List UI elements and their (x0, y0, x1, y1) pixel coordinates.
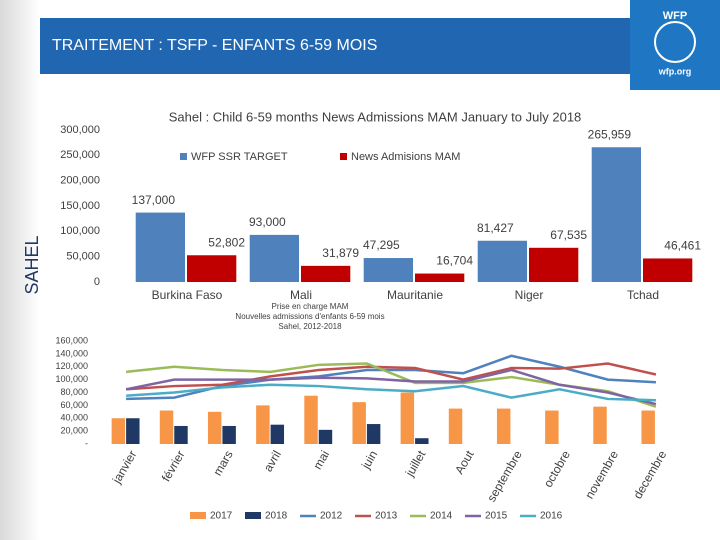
bar (126, 418, 140, 444)
bar (256, 405, 270, 444)
bar (301, 265, 351, 282)
legend-label: WFP SSR TARGET (191, 151, 288, 163)
y-tick-label: 150,000 (60, 200, 100, 212)
y-tick-label: 300,000 (60, 124, 100, 136)
data-label: 52,802 (208, 235, 245, 249)
bar (643, 258, 693, 282)
legend-label: 2015 (485, 511, 508, 522)
y-tick-label: 250,000 (60, 149, 100, 161)
x-tick-label: Niger (515, 288, 544, 302)
bar (174, 425, 188, 444)
legend-swatch (340, 153, 347, 160)
bar (207, 411, 222, 444)
legend-label: News Admisions MAM (351, 151, 460, 163)
legend-label: 2013 (375, 511, 398, 522)
logo-emblem (654, 21, 696, 63)
legend-swatch (180, 153, 187, 160)
x-tick-label: Tchad (627, 288, 659, 302)
legend-swatch (245, 512, 261, 519)
line (125, 383, 656, 402)
bar (400, 392, 415, 444)
bar (187, 255, 237, 282)
legend-swatch (190, 512, 206, 519)
line (125, 362, 657, 391)
y-tick-label: - (85, 438, 88, 448)
bar (545, 410, 559, 444)
bar (591, 147, 641, 282)
logo-url: wfp.org (658, 66, 692, 76)
side-strip (0, 0, 40, 540)
x-tick-label: Mauritanie (387, 288, 443, 302)
data-label: 46,461 (664, 239, 701, 253)
bar (304, 395, 318, 444)
bar (111, 418, 126, 444)
y-tick-label: 80,000 (60, 387, 88, 397)
bar (593, 406, 607, 444)
legend-label: 2018 (265, 511, 288, 522)
chart-title: Nouvelles admissions d'enfants 6-59 mois (235, 312, 384, 321)
chart-title: Sahel, 2012-2018 (278, 322, 342, 331)
bar (270, 424, 285, 444)
line (125, 368, 657, 406)
data-label: 16,704 (436, 254, 473, 268)
legend-label: 2012 (320, 511, 343, 522)
chart-title: Prise en charge MAM (272, 302, 349, 311)
side-label: SAHEL (22, 235, 42, 294)
data-label: 31,879 (322, 246, 359, 260)
y-tick-label: 100,000 (60, 225, 100, 237)
x-tick-label: Mali (290, 288, 312, 302)
legend-label: 2017 (210, 511, 233, 522)
bar (641, 410, 655, 444)
chart-title: Sahel : Child 6-59 months News Admission… (169, 109, 582, 124)
y-tick-label: 50,000 (66, 251, 100, 263)
y-tick-label: 40,000 (60, 413, 88, 423)
logo-text: WFP (663, 10, 687, 22)
y-tick-label: 140,000 (55, 348, 88, 358)
bar (318, 429, 333, 444)
bar (159, 410, 174, 444)
bar (352, 402, 366, 444)
slide-title: TRAITEMENT : TSFP - ENFANTS 6-59 MOIS (52, 37, 377, 54)
y-tick-label: 0 (94, 276, 100, 288)
data-label: 81,427 (477, 221, 514, 235)
y-tick-label: 60,000 (60, 400, 88, 410)
bar (496, 408, 511, 444)
bar (415, 438, 429, 444)
data-label: 67,535 (550, 228, 587, 242)
y-tick-label: 20,000 (60, 426, 88, 436)
y-tick-label: 200,000 (60, 175, 100, 187)
y-tick-label: 160,000 (55, 335, 88, 345)
bar (363, 258, 413, 282)
data-label: 265,959 (588, 127, 632, 141)
legend-label: 2014 (430, 511, 453, 522)
bar (222, 425, 236, 444)
bar (415, 273, 465, 282)
bar (477, 240, 527, 282)
legend-label: 2016 (540, 511, 563, 522)
logo-box (630, 0, 720, 90)
data-label: 47,295 (363, 238, 400, 252)
data-label: 137,000 (132, 193, 176, 207)
bar (366, 424, 381, 444)
title-band (40, 18, 630, 74)
data-label: 93,000 (249, 215, 286, 229)
bar (448, 408, 463, 444)
bar (135, 212, 185, 282)
bar (529, 247, 579, 282)
y-tick-label: 100,000 (55, 374, 88, 384)
x-tick-label: Burkina Faso (152, 288, 223, 302)
y-tick-label: 120,000 (55, 361, 88, 371)
bar (249, 234, 299, 282)
